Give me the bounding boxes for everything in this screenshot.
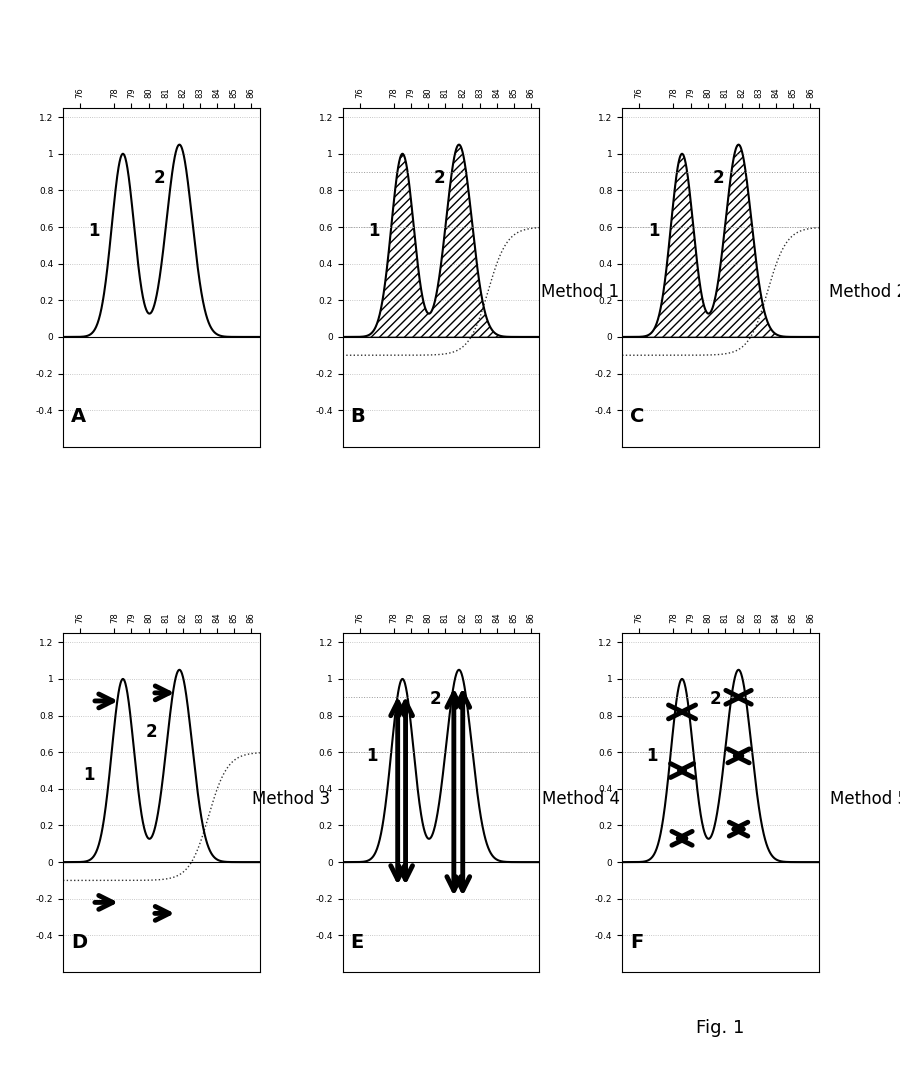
- Text: D: D: [71, 933, 87, 951]
- Text: 1: 1: [366, 747, 378, 766]
- Text: 2: 2: [433, 170, 445, 187]
- Text: C: C: [630, 407, 644, 427]
- Text: E: E: [350, 933, 364, 951]
- Text: Method 1: Method 1: [542, 283, 619, 300]
- Text: 2: 2: [154, 170, 166, 187]
- Text: 1: 1: [646, 747, 658, 766]
- Text: Fig. 1: Fig. 1: [696, 1020, 744, 1037]
- Text: B: B: [350, 407, 365, 427]
- Text: Method 5: Method 5: [830, 791, 900, 808]
- Text: 1: 1: [368, 222, 380, 240]
- Text: 2: 2: [713, 170, 725, 187]
- Text: Method 3: Method 3: [252, 791, 329, 808]
- Text: F: F: [630, 933, 644, 951]
- Text: 1: 1: [648, 222, 660, 240]
- Text: 1: 1: [84, 766, 95, 784]
- Text: Method 2: Method 2: [830, 283, 900, 300]
- Text: Method 4: Method 4: [542, 791, 619, 808]
- Text: A: A: [71, 407, 86, 427]
- Text: 2: 2: [430, 690, 442, 708]
- Text: 2: 2: [145, 724, 157, 741]
- Text: 1: 1: [89, 222, 100, 240]
- Text: 2: 2: [709, 690, 721, 708]
